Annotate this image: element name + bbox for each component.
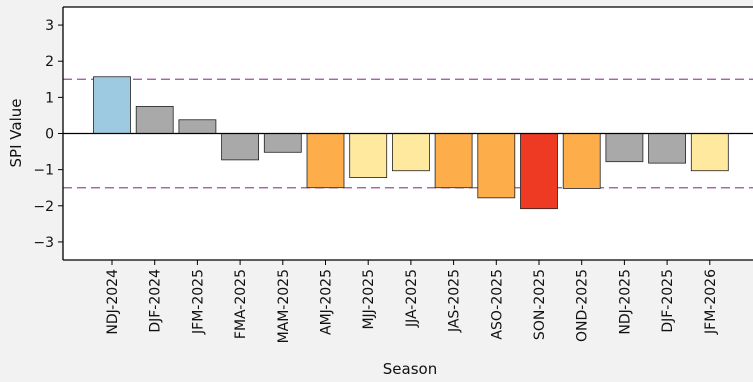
bar-djf-2025 [648, 133, 686, 164]
y-tick-label: 3 [45, 18, 54, 34]
y-tick-label: −2 [33, 199, 54, 215]
x-tick-label: NDJ-2024 [105, 269, 121, 335]
bar-mjj-2025 [349, 133, 388, 178]
y-tick-label: −1 [33, 163, 54, 179]
bar-amj-2025 [306, 133, 345, 189]
bar-mam-2025 [263, 133, 302, 153]
x-tick-label: JJA-2025 [404, 269, 420, 328]
y-axis-label: SPI Value [7, 99, 25, 168]
bar-fma-2025 [221, 133, 260, 161]
x-tick-label: JAS-2025 [447, 269, 463, 333]
y-tick-label: 0 [45, 127, 54, 143]
x-axis-label: Season [383, 360, 437, 378]
x-tick-label: ASO-2025 [489, 269, 505, 340]
bar-son-2025 [520, 133, 558, 210]
bar-jfm-2025 [178, 119, 217, 134]
y-tick-label: 1 [45, 90, 54, 106]
x-tick-label: DJF-2025 [660, 269, 676, 333]
x-tick-label: JFM-2025 [190, 269, 206, 335]
bar-jja-2025 [391, 133, 430, 172]
bar-aso-2025 [477, 133, 516, 199]
bar-ndj-2024 [93, 76, 131, 134]
y-tick-label: 2 [45, 54, 54, 70]
bar-jas-2025 [434, 133, 473, 189]
x-tick-label: OND-2025 [575, 269, 591, 342]
bar-jfm-2026 [690, 133, 729, 172]
x-tick-label: DJF-2024 [148, 269, 164, 333]
x-tick-label: NDJ-2025 [617, 269, 633, 335]
bar-djf-2024 [135, 105, 174, 134]
x-tick-label: MAM-2025 [276, 269, 292, 343]
x-tick-label: FMA-2025 [233, 269, 249, 339]
x-tick-label: SON-2025 [532, 269, 548, 340]
x-tick-label: MJJ-2025 [361, 269, 377, 330]
bar-ndj-2025 [605, 133, 644, 163]
bar-ond-2025 [562, 133, 601, 189]
y-tick-label: −3 [33, 235, 54, 251]
x-tick-label: JFM-2026 [703, 269, 719, 335]
x-tick-label: AMJ-2025 [319, 269, 335, 335]
